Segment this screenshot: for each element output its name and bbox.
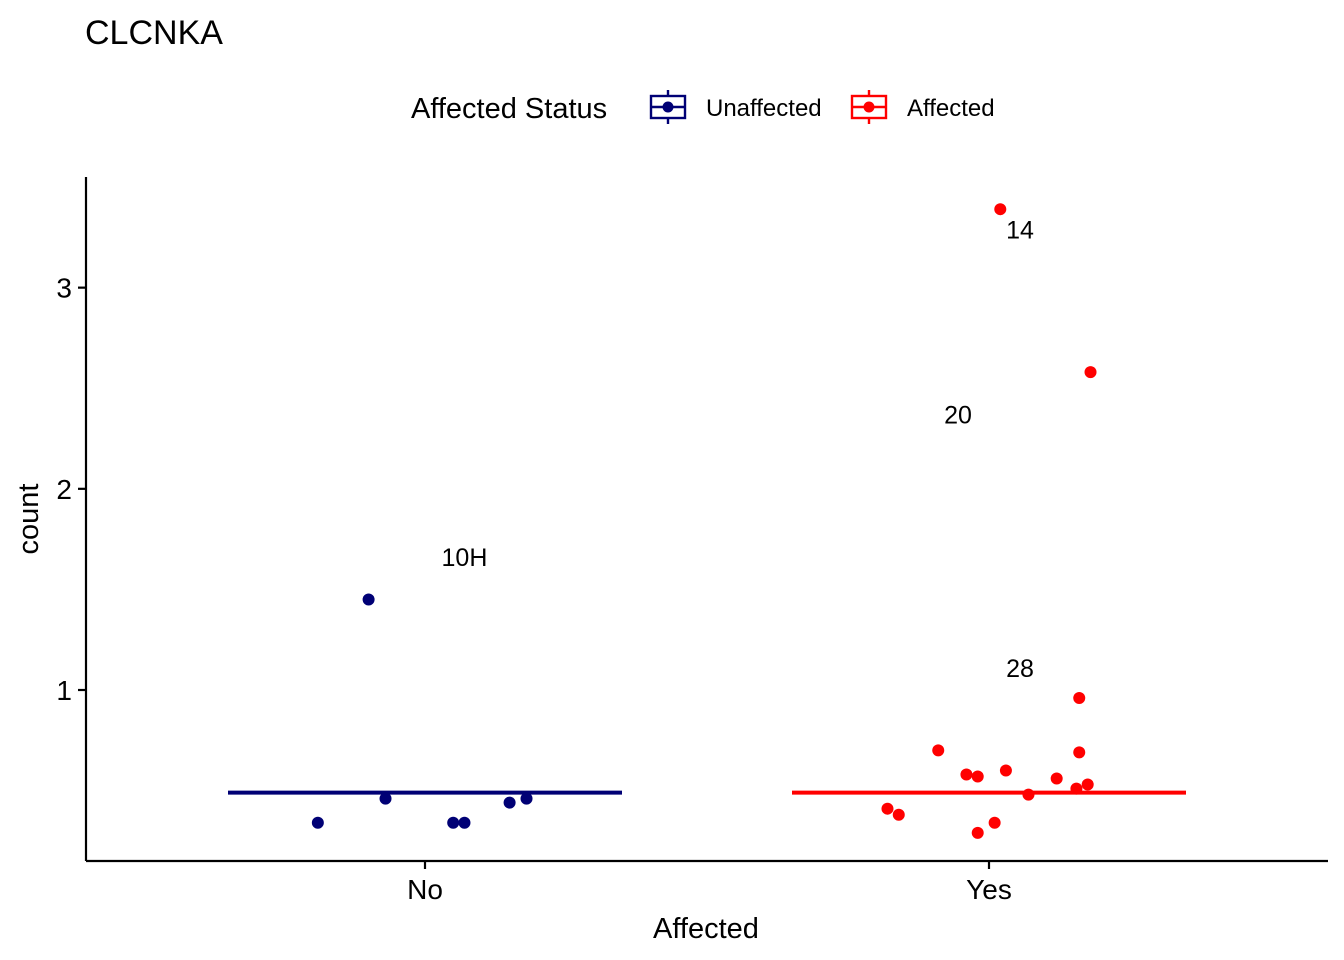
data-point-affected	[1050, 772, 1063, 785]
y-tick-label: 2	[56, 474, 72, 505]
data-point-affected	[1081, 778, 1094, 791]
data-point-unaffected	[520, 792, 533, 805]
data-point-affected	[999, 764, 1012, 777]
data-points	[311, 203, 1097, 839]
legend: Affected Status Unaffected Affected	[411, 90, 995, 125]
y-tick-label: 3	[56, 273, 72, 304]
x-tick-label: Yes	[966, 874, 1012, 905]
legend-label-unaffected: Unaffected	[706, 95, 822, 122]
data-point-affected	[932, 744, 945, 757]
data-point-affected	[881, 802, 894, 815]
x-axis-title: Affected	[653, 913, 759, 945]
point-label: 20	[944, 401, 972, 429]
y-axis-title: count	[13, 484, 45, 555]
data-point-affected	[1022, 788, 1035, 801]
point-annotations: 10H 14 20 28	[442, 216, 1034, 683]
data-point-affected	[971, 826, 984, 839]
plot-panel: 1 2 3 No Yes 10H 14 20 28	[56, 177, 1328, 905]
data-point-unaffected	[362, 593, 375, 606]
data-point-affected	[994, 203, 1007, 216]
data-point-unaffected	[458, 816, 471, 829]
chart-title: CLCNKA	[85, 14, 223, 52]
data-point-unaffected	[447, 816, 460, 829]
y-tick-label: 1	[56, 675, 72, 706]
data-point-unaffected	[503, 796, 516, 809]
data-point-unaffected	[379, 792, 392, 805]
data-point-affected	[1084, 366, 1097, 379]
legend-key-affected	[850, 90, 888, 124]
point-label: 10H	[442, 544, 488, 572]
data-point-affected	[1073, 692, 1086, 705]
y-ticks: 1 2 3	[56, 273, 86, 706]
legend-title: Affected Status	[411, 93, 607, 125]
point-label: 14	[1006, 216, 1034, 244]
legend-label-affected: Affected	[907, 95, 995, 122]
point-label: 28	[1006, 655, 1034, 683]
legend-key-point	[662, 101, 674, 113]
data-point-unaffected	[311, 816, 324, 829]
legend-key-unaffected	[649, 90, 687, 124]
data-point-affected	[960, 768, 973, 781]
x-tick-label: No	[407, 874, 443, 905]
data-point-affected	[1070, 782, 1083, 795]
data-point-affected	[892, 808, 905, 821]
data-point-affected	[1073, 746, 1086, 759]
x-ticks: No Yes	[407, 861, 1012, 905]
data-point-affected	[988, 816, 1001, 829]
legend-key-point	[863, 101, 875, 113]
data-point-affected	[971, 770, 984, 783]
